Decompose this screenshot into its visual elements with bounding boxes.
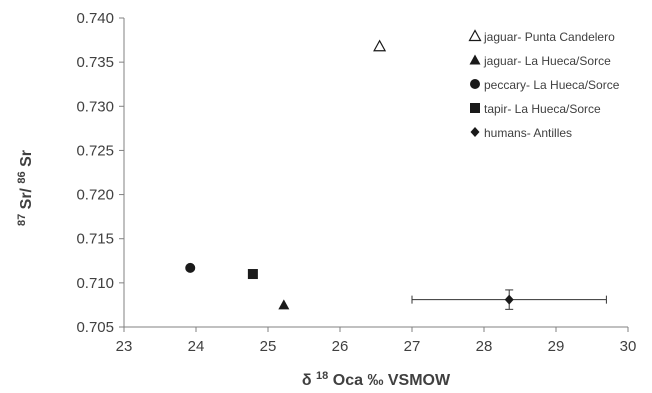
legend-label: humans- Antilles bbox=[484, 126, 572, 140]
x-axis-delta: δ bbox=[302, 372, 312, 389]
x-axis-rest: Oca ‰ VSMOW bbox=[333, 372, 451, 389]
data-point bbox=[185, 262, 196, 273]
data-point bbox=[247, 269, 258, 280]
y-tick-label: 0.705 bbox=[76, 319, 114, 336]
data-point bbox=[278, 299, 290, 310]
y-tick-label: 0.720 bbox=[76, 187, 114, 204]
legend: jaguar- Punta Candelero jaguar- La Hueca/… bbox=[468, 29, 620, 140]
y-axis-sup2: 86 bbox=[16, 171, 28, 183]
legend-label: jaguar- Punta Candelero bbox=[483, 30, 615, 44]
x-tick-label: 23 bbox=[116, 338, 133, 355]
x-tick-label: 25 bbox=[260, 338, 277, 355]
y-tick-label: 0.725 bbox=[76, 142, 114, 159]
y-axis-title: 87 Sr/ 86 Sr bbox=[12, 150, 35, 226]
data-point bbox=[504, 294, 514, 305]
data-point bbox=[373, 39, 387, 52]
plot-area bbox=[185, 39, 607, 310]
x-tick-label: 28 bbox=[476, 338, 493, 355]
legend-label: peccary- La Hueca/Sorce bbox=[484, 78, 620, 92]
legend-marker bbox=[470, 79, 480, 89]
x-axis-title: δ 18 Oca ‰ VSMOW bbox=[302, 366, 451, 389]
y-tick-label: 0.730 bbox=[76, 98, 114, 115]
x-tick-labels: 23 24 25 26 27 28 29 30 bbox=[116, 338, 637, 355]
y-tick-label: 0.715 bbox=[76, 231, 114, 248]
x-tick-label: 27 bbox=[404, 338, 421, 355]
legend-marker bbox=[470, 103, 480, 113]
legend-label: jaguar- La Hueca/Sorce bbox=[483, 54, 611, 68]
x-tick-label: 24 bbox=[188, 338, 205, 355]
y-tick-label: 0.735 bbox=[76, 54, 114, 71]
y-axis-end: Sr bbox=[18, 150, 35, 167]
y-tick-label: 0.710 bbox=[76, 275, 114, 292]
y-tick-labels: 0.705 0.710 0.715 0.720 0.725 0.730 0.735 0.740 bbox=[76, 10, 114, 336]
x-tick-label: 30 bbox=[620, 338, 637, 355]
legend-marker bbox=[470, 127, 480, 137]
legend-marker bbox=[468, 29, 482, 42]
y-axis-mid: Sr/ bbox=[18, 187, 35, 209]
y-tick-label: 0.740 bbox=[76, 10, 114, 27]
x-tick-label: 26 bbox=[332, 338, 349, 355]
legend-label: tapir- La Hueca/Sorce bbox=[484, 102, 601, 116]
legend-marker bbox=[469, 54, 481, 65]
axes bbox=[119, 17, 629, 332]
x-axis-sup: 18 bbox=[316, 370, 328, 382]
x-tick-label: 29 bbox=[548, 338, 565, 355]
y-axis-sup1: 87 bbox=[16, 214, 28, 226]
